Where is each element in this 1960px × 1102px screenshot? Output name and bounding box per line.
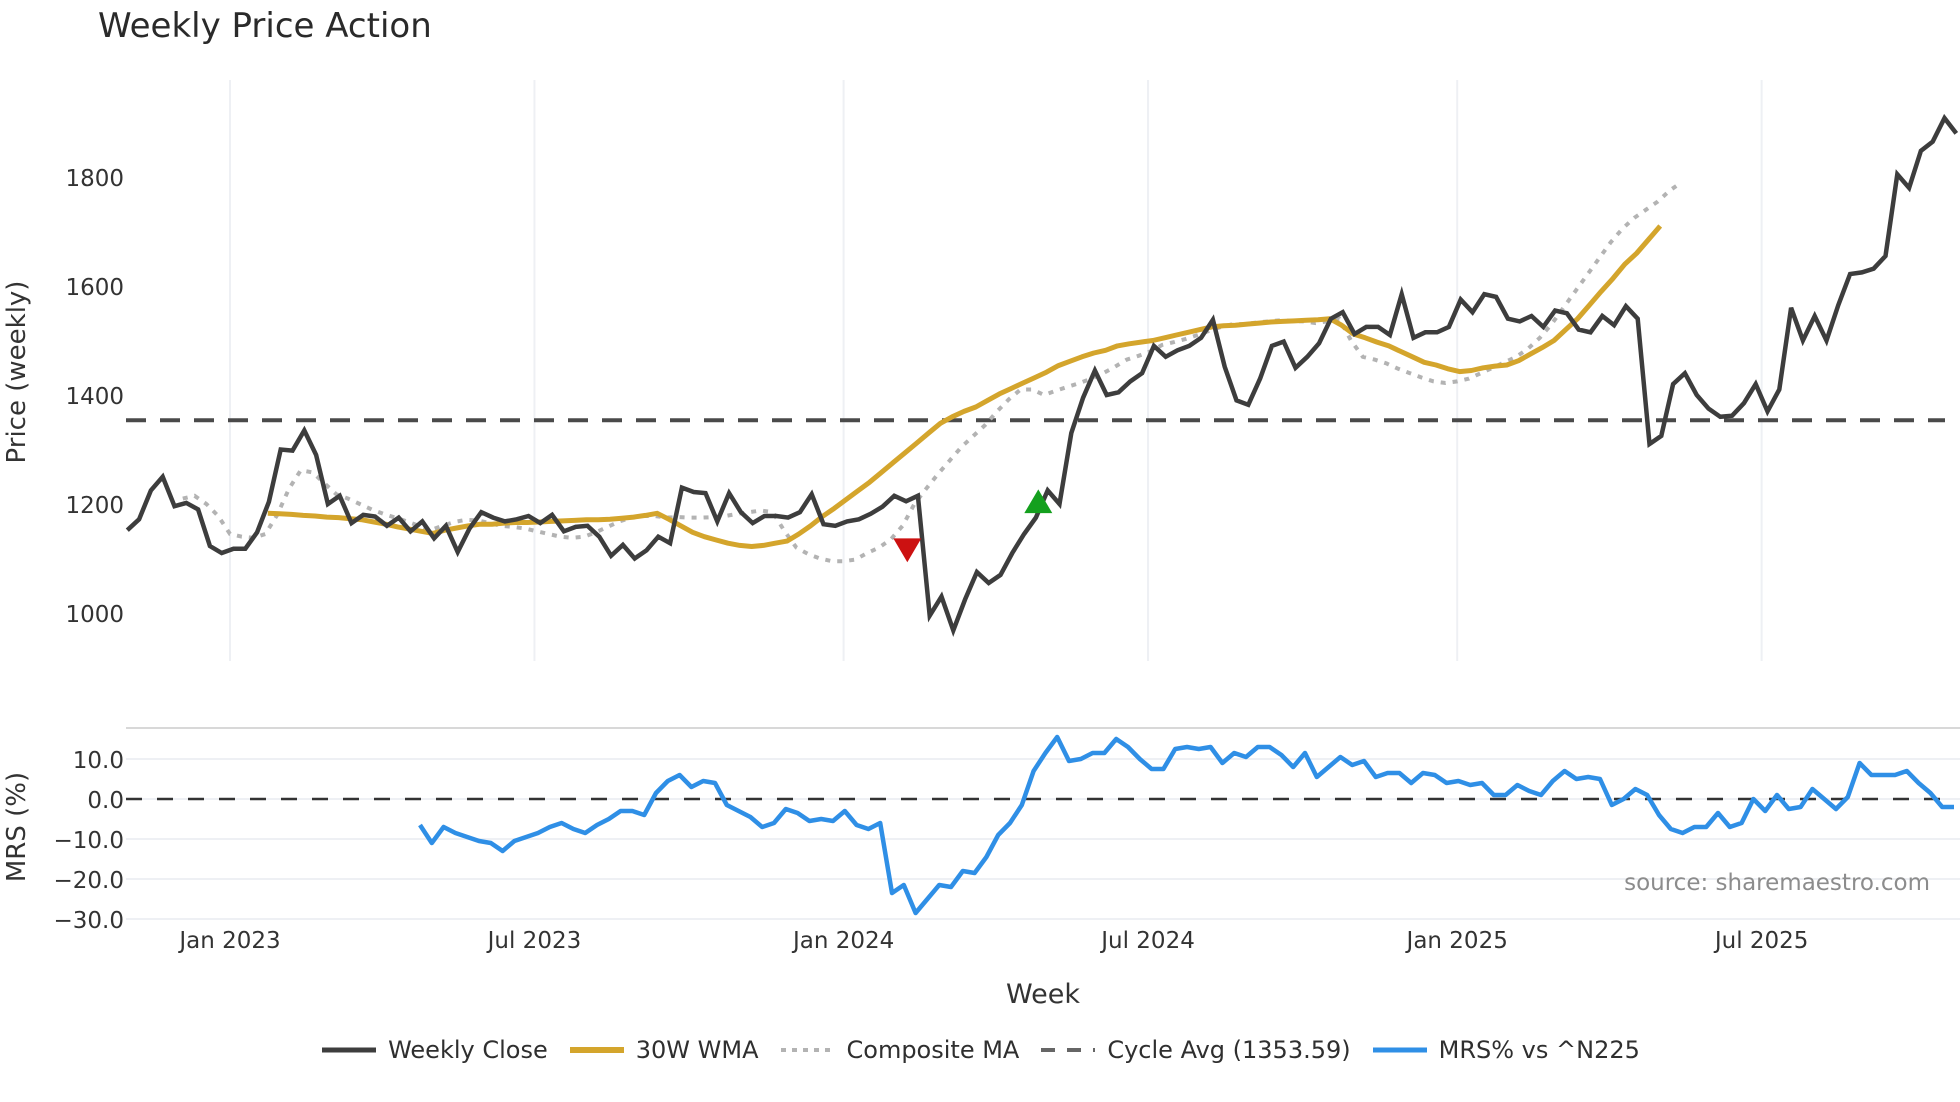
dotted-line-swatch-icon bbox=[780, 1048, 835, 1052]
wma30-line bbox=[267, 224, 1663, 549]
price-y-axis-label: Price (weekly) bbox=[2, 281, 32, 464]
svg-text:−10.0: −10.0 bbox=[54, 828, 124, 854]
legend: Weekly Close 30W WMA Composite MA Cycle … bbox=[0, 1036, 1960, 1064]
svg-text:Jul 2024: Jul 2024 bbox=[1099, 928, 1195, 954]
legend-label: 30W WMA bbox=[635, 1036, 759, 1064]
svg-text:10.0: 10.0 bbox=[73, 748, 124, 774]
svg-text:1600: 1600 bbox=[65, 275, 124, 301]
price-y-axis: 1000 1200 1400 1600 1800 bbox=[65, 166, 124, 628]
svg-text:−30.0: −30.0 bbox=[54, 908, 124, 934]
solid-line-swatch-icon bbox=[322, 1047, 377, 1053]
svg-text:1800: 1800 bbox=[65, 166, 124, 192]
svg-text:0.0: 0.0 bbox=[87, 788, 124, 814]
legend-label: Weekly Close bbox=[388, 1036, 548, 1064]
legend-item-mrs[interactable]: MRS% vs ^N225 bbox=[1371, 1036, 1640, 1064]
mrs-y-axis-label: MRS (%) bbox=[2, 772, 32, 882]
composite-ma-line bbox=[182, 180, 1683, 564]
x-axis: Jan 2023 Jul 2023 Jan 2024 Jul 2024 Jan 2025… bbox=[177, 928, 1808, 954]
price-grid bbox=[229, 80, 1763, 661]
legend-item-wma30[interactable]: 30W WMA bbox=[568, 1036, 759, 1064]
svg-text:Jan 2025: Jan 2025 bbox=[1405, 928, 1508, 954]
svg-text:1200: 1200 bbox=[65, 493, 124, 519]
buy-signal-triangle-icon bbox=[1024, 489, 1053, 514]
chart-title: Weekly Price Action bbox=[98, 6, 432, 46]
legend-label: MRS% vs ^N225 bbox=[1438, 1036, 1640, 1064]
x-axis-label: Week bbox=[1006, 979, 1080, 1010]
legend-item-weekly-close[interactable]: Weekly Close bbox=[320, 1036, 548, 1064]
svg-text:Jul 2023: Jul 2023 bbox=[486, 928, 582, 954]
legend-label: Cycle Avg (1353.59) bbox=[1107, 1036, 1351, 1064]
solid-line-swatch-icon bbox=[569, 1047, 624, 1053]
mrs-y-axis: 10.0 0.0 −10.0 −20.0 −30.0 bbox=[54, 748, 124, 934]
legend-label: Composite MA bbox=[846, 1036, 1020, 1064]
legend-item-cycle-avg[interactable]: Cycle Avg (1353.59) bbox=[1039, 1036, 1351, 1064]
sell-signal-triangle-icon bbox=[893, 538, 922, 563]
svg-text:Jul 2025: Jul 2025 bbox=[1713, 928, 1809, 954]
legend-item-composite-ma[interactable]: Composite MA bbox=[779, 1036, 1020, 1064]
source-note: source: sharemaestro.com bbox=[1624, 870, 1930, 896]
svg-text:Jan 2024: Jan 2024 bbox=[791, 928, 894, 954]
svg-text:1000: 1000 bbox=[65, 602, 124, 628]
dashed-line-swatch-icon bbox=[1041, 1048, 1096, 1052]
signal-markers bbox=[893, 489, 1053, 563]
svg-text:−20.0: −20.0 bbox=[54, 868, 124, 894]
solid-line-swatch-icon bbox=[1372, 1047, 1427, 1053]
mrs-line bbox=[418, 734, 1954, 916]
svg-text:Jan 2023: Jan 2023 bbox=[177, 928, 280, 954]
svg-text:1400: 1400 bbox=[65, 384, 124, 410]
